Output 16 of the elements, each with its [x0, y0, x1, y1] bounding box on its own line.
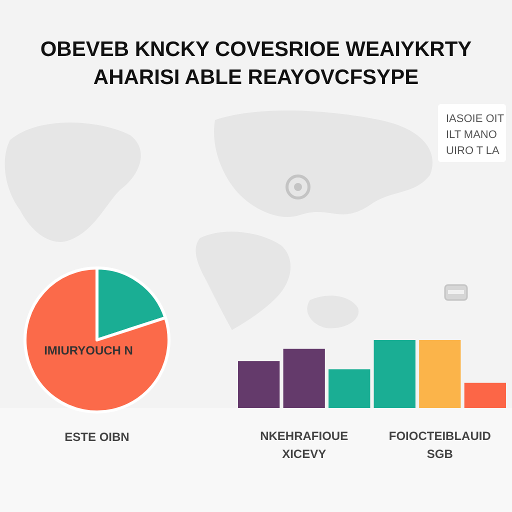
- pie-slice: [24, 266, 170, 414]
- bar: [464, 382, 506, 408]
- x-tick-label: NKEHRAFIOUE XICEVY: [260, 429, 348, 461]
- text: ILT MANO: [446, 129, 498, 141]
- text: ESTE OIBN: [64, 430, 130, 444]
- bar: [238, 361, 280, 408]
- x-tick-label: FOIOCTEIBLAUID SGB: [388, 429, 492, 461]
- text: AHARISI ABLE REAYOVCFSYPE: [93, 66, 419, 89]
- text: OBEVEB KNCKY COVESRIOE WEAIYKRTY: [40, 38, 472, 61]
- text: UIRO T LA: [446, 145, 500, 157]
- bar: [419, 340, 461, 408]
- text: IASOIE OIT: [446, 113, 504, 125]
- bar: [328, 369, 370, 408]
- bar: [374, 340, 416, 408]
- slice-label: IMIURYOUCH N: [44, 344, 133, 358]
- bar: [283, 348, 325, 408]
